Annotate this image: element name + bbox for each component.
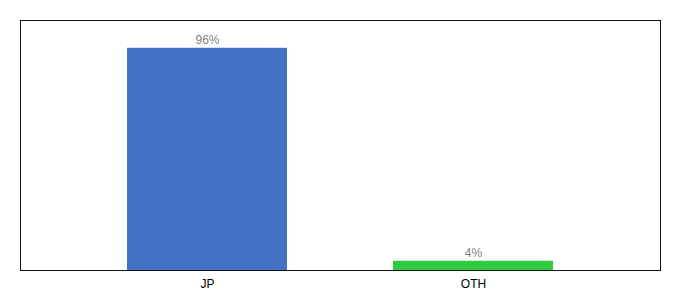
svg-text:4%: 4% (465, 246, 483, 260)
svg-text:OTH: OTH (461, 277, 486, 291)
svg-text:JP: JP (200, 277, 214, 291)
svg-text:96%: 96% (195, 33, 219, 47)
